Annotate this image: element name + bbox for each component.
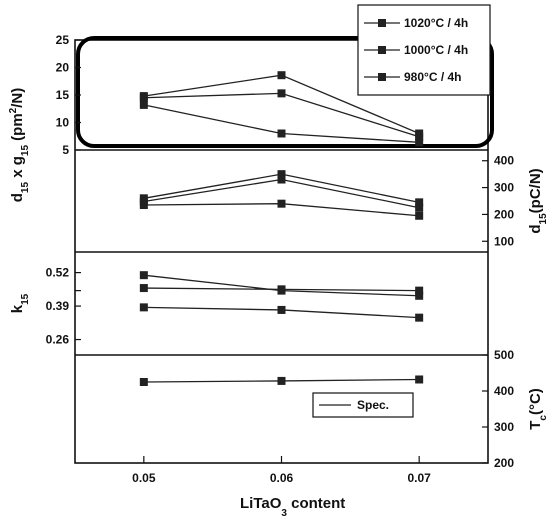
data-point-k15	[139, 271, 148, 280]
y-tick-label: 0.26	[46, 333, 70, 347]
y-tick-label: 200	[494, 456, 514, 470]
data-point-dg	[139, 100, 148, 109]
y-axis-label-dg: d15 x g15 (pm2/N)	[8, 88, 31, 203]
y-tick-label: 300	[494, 420, 514, 434]
data-point-dg	[415, 138, 424, 147]
legend-label: 1020°C / 4h	[404, 16, 468, 30]
data-point-k15	[415, 291, 424, 300]
data-point-k15	[415, 286, 424, 295]
y-axis-label-k15: k15	[9, 293, 31, 313]
data-point-d15	[277, 170, 286, 179]
spec-legend-label: Spec.	[357, 398, 389, 412]
y-tick-label: 5	[62, 143, 69, 157]
data-point-dg	[277, 129, 286, 138]
data-point-dg	[139, 93, 148, 102]
data-point-dg	[277, 89, 286, 98]
data-point-tc	[415, 375, 424, 384]
y-tick-label: 100	[494, 234, 514, 248]
y-axis-label-tc: Tc(°C)	[527, 388, 549, 430]
x-tick-label: 0.07	[407, 471, 431, 485]
y-tick-label: 15	[56, 88, 70, 102]
data-point-d15	[277, 199, 286, 208]
x-axis-label: LiTaO3 content	[240, 495, 345, 519]
legend-marker	[378, 19, 386, 27]
y-tick-label: 0.39	[46, 299, 70, 313]
data-point-k15	[139, 303, 148, 312]
data-point-dg	[415, 132, 424, 141]
y-tick-label: 0.52	[46, 266, 70, 280]
data-point-tc	[277, 376, 286, 385]
y-axis-label-d15: d15(pC/N)	[527, 168, 549, 233]
data-point-k15	[277, 305, 286, 314]
data-point-k15	[139, 284, 148, 293]
y-tick-label: 200	[494, 207, 514, 221]
y-tick-label: 500	[494, 348, 514, 362]
data-point-d15	[277, 175, 286, 184]
data-point-d15	[139, 201, 148, 210]
y-tick-label: 25	[56, 33, 70, 47]
data-point-k15	[415, 313, 424, 322]
legend-marker	[378, 46, 386, 54]
data-point-dg	[277, 71, 286, 80]
y-tick-label: 400	[494, 154, 514, 168]
y-tick-label: 20	[56, 61, 70, 75]
data-point-d15	[415, 198, 424, 207]
highlight-box	[76, 36, 494, 148]
data-point-d15	[415, 211, 424, 220]
y-tick-label: 400	[494, 384, 514, 398]
legend-label: 980°C / 4h	[404, 70, 462, 84]
legend-marker	[378, 73, 386, 81]
legend-label: 1000°C / 4h	[404, 43, 468, 57]
y-tick-label: 10	[56, 116, 70, 130]
y-tick-label: 300	[494, 181, 514, 195]
data-point-tc	[139, 378, 148, 386]
x-tick-label: 0.06	[270, 471, 294, 485]
x-tick-label: 0.05	[132, 471, 156, 485]
data-point-d15	[415, 203, 424, 212]
data-point-k15	[277, 285, 286, 294]
